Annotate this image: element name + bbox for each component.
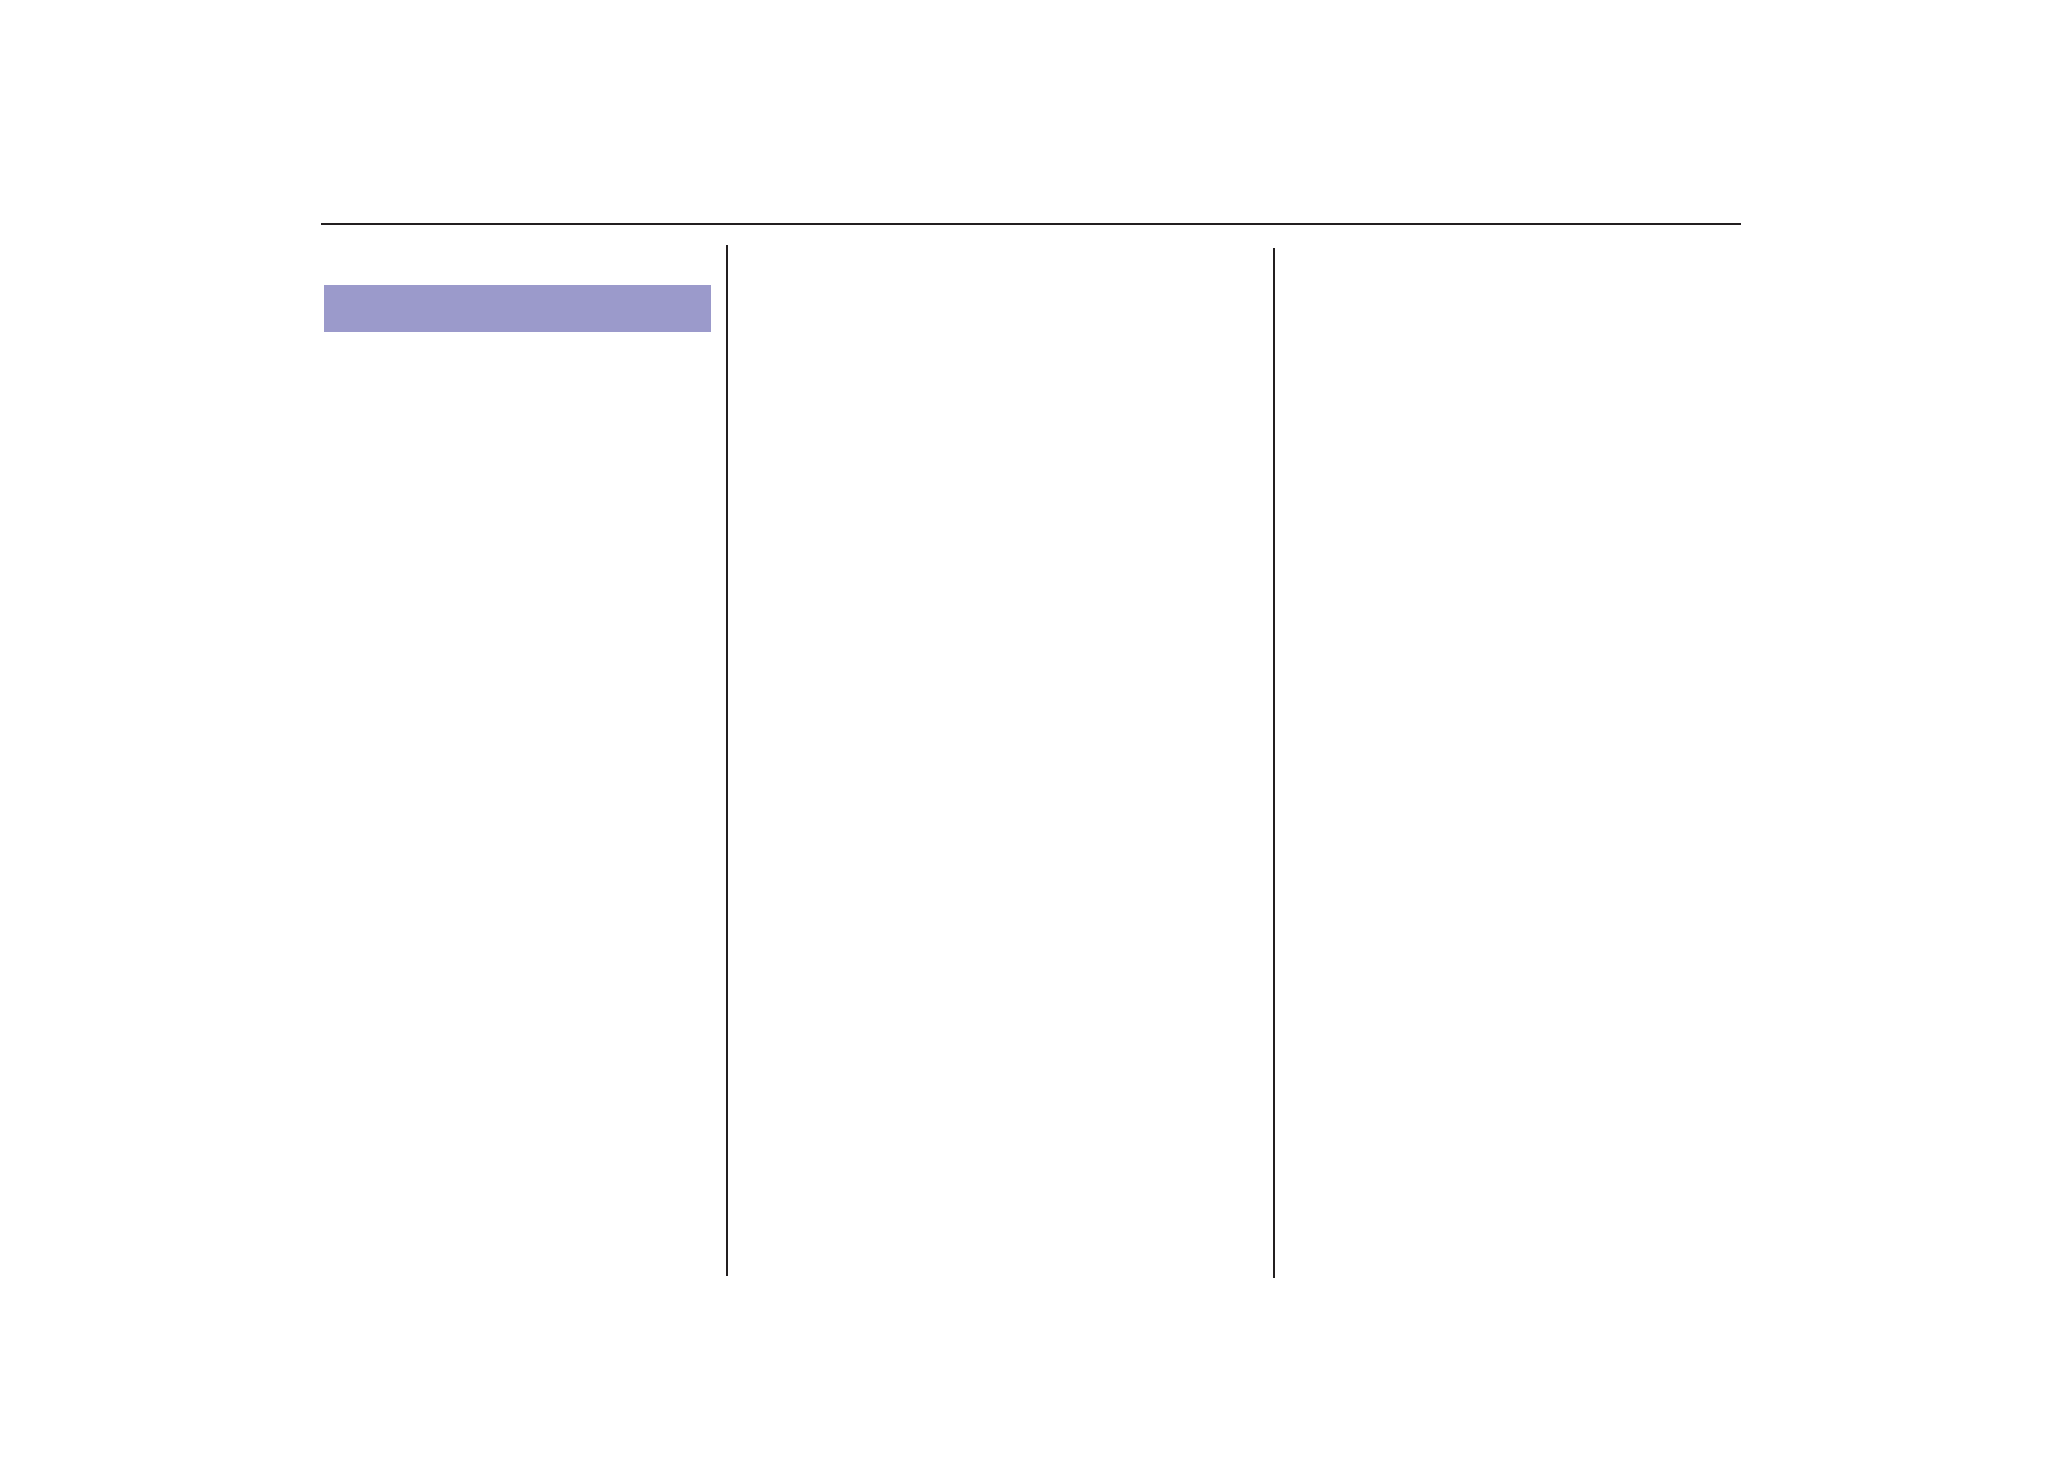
section-header-bar — [324, 285, 711, 332]
column-divider — [726, 245, 728, 1276]
top-rule — [321, 223, 1741, 225]
column-divider — [1273, 248, 1275, 1278]
